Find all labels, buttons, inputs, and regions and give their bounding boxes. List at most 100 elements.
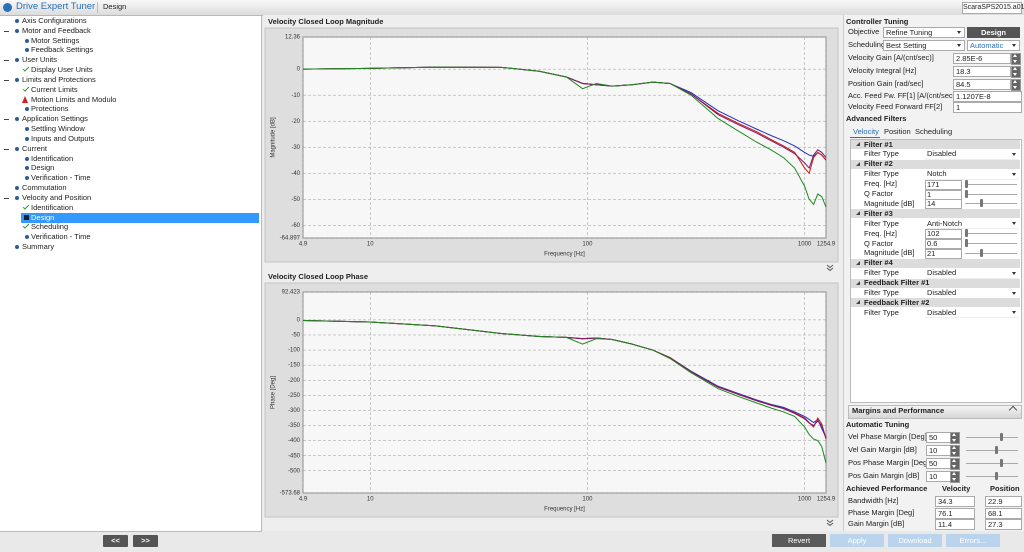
field-label: Filter Type (864, 307, 899, 317)
slider-thumb[interactable] (980, 199, 983, 208)
value-input[interactable]: 0.6 (925, 239, 962, 249)
scheduling-select[interactable]: Best Setting (883, 40, 965, 51)
text-input[interactable]: 84.5 (953, 79, 1011, 90)
text-input[interactable]: 18.3 (953, 66, 1011, 77)
select[interactable]: Notch (927, 169, 947, 179)
slider-thumb[interactable] (965, 189, 968, 198)
x-tick-label: 4.9 (299, 242, 308, 248)
value-input[interactable]: 10 (926, 445, 951, 456)
field-label: Position Gain [rad/sec] (848, 79, 924, 88)
tree-item[interactable]: Current (22, 143, 48, 153)
tree-item[interactable]: Inputs and Outputs (31, 133, 95, 143)
tree-item[interactable]: Display User Units (31, 65, 93, 75)
tree-item[interactable]: Settling Window (31, 124, 85, 134)
value-input[interactable]: 50 (926, 458, 951, 469)
spinner (950, 458, 960, 470)
group-header-bg (851, 159, 1020, 169)
tree-item[interactable]: Motor Settings (31, 35, 80, 45)
tree-item[interactable]: Verification - Time (31, 173, 91, 183)
slider-thumb[interactable] (1000, 433, 1003, 441)
objective-select[interactable]: Refine Tuning (883, 27, 965, 38)
value-input[interactable]: 171 (925, 179, 962, 190)
value-input[interactable]: 1 (925, 189, 962, 200)
arrow-icon (951, 459, 956, 462)
tab[interactable]: Scheduling (915, 127, 953, 136)
group-icon (856, 161, 860, 166)
tree-item[interactable]: Verification - Time (31, 232, 91, 242)
tree-item[interactable]: Design (31, 212, 55, 222)
x-tick-label: 4.9 (299, 497, 308, 503)
tree-item[interactable]: Limits and Protections (22, 74, 96, 84)
arrow-icon (1012, 73, 1017, 76)
select-bg (925, 219, 1019, 230)
text-input[interactable]: 2.85E-6 (953, 53, 1011, 64)
slider-track (965, 193, 1017, 195)
field-label: Filter Type (864, 218, 899, 228)
tab-underline (850, 137, 880, 138)
select[interactable]: Disabled (927, 268, 957, 278)
slider-thumb[interactable] (1000, 459, 1003, 467)
slider-thumb[interactable] (980, 248, 983, 257)
slider-track (965, 243, 1017, 244)
x-tick-label: 1000 (798, 497, 812, 503)
tree-bullet (25, 107, 29, 112)
nav-button[interactable]: << (103, 535, 128, 547)
value-input[interactable]: 50 (926, 432, 951, 443)
slider-thumb[interactable] (995, 446, 998, 454)
tree-bullet (15, 186, 19, 191)
spinner (1011, 79, 1021, 91)
tree-item[interactable]: Motion Limits and Modulo (31, 94, 117, 104)
y-tick-label: -60 (291, 223, 300, 229)
select-bg (925, 288, 1019, 299)
select[interactable]: Anti-Notch (927, 218, 963, 228)
tree-item[interactable]: Current Limits (31, 84, 78, 94)
value-output: 22.9 (985, 496, 1022, 507)
tab[interactable]: Velocity (853, 127, 879, 136)
field-label: Filter Type (864, 268, 899, 278)
tree-item[interactable]: Identification (31, 202, 74, 212)
tree-item[interactable]: Identification (31, 153, 74, 163)
scheduling-mode-select[interactable]: Automatic (967, 40, 1020, 51)
tree-item[interactable]: Axis Configurations (22, 16, 87, 25)
tab[interactable]: Position (884, 127, 911, 136)
y-tick-label: -50 (291, 333, 300, 339)
field-label: Velocity Integral [Hz] (848, 66, 917, 75)
nav-button[interactable]: >> (133, 535, 158, 547)
action-button[interactable]: Revert (772, 534, 826, 547)
slider-track (965, 252, 1017, 254)
arrow-icon (951, 439, 956, 442)
group-icon (856, 142, 860, 146)
select[interactable]: Disabled (927, 307, 957, 317)
tree-item[interactable]: Protections (31, 104, 69, 114)
design-button[interactable]: Design (967, 27, 1020, 38)
tree-item[interactable]: Application Settings (22, 114, 88, 124)
select[interactable]: Disabled (927, 288, 957, 297)
column-header: Velocity (942, 484, 971, 493)
tree-item[interactable]: Scheduling (31, 222, 69, 232)
tree-selection (21, 212, 259, 223)
slider-thumb[interactable] (995, 472, 998, 480)
tree-item[interactable]: Commutation (22, 183, 67, 193)
tree-item[interactable]: Design (31, 163, 55, 173)
y-tick-label: -200 (288, 378, 301, 384)
field-label: Freq. [Hz] (864, 228, 897, 238)
tree-item[interactable]: Summary (22, 242, 55, 252)
text-input[interactable]: 1 (953, 102, 1022, 113)
value-input[interactable]: 21 (925, 248, 962, 259)
value-input[interactable]: 14 (925, 199, 962, 210)
value-input[interactable]: 102 (925, 229, 962, 240)
slider-thumb[interactable] (965, 239, 968, 247)
tree-item[interactable]: Feedback Settings (31, 45, 94, 55)
text-input[interactable]: 1.1207E-8 (953, 91, 1022, 102)
tree-item[interactable]: Velocity and Position (22, 192, 92, 202)
value-input[interactable]: 10 (926, 471, 951, 482)
slider-thumb[interactable] (965, 179, 968, 188)
select[interactable]: Disabled (927, 149, 957, 159)
tree-item[interactable]: Motor and Feedback (22, 25, 91, 35)
slider-thumb[interactable] (965, 229, 968, 238)
x-tick-label: 1254.9 (817, 242, 836, 248)
tree-expander (4, 148, 9, 150)
field-label: Q Factor (864, 238, 894, 248)
tree-item[interactable]: User Units (22, 55, 58, 65)
chart-title: Velocity Closed Loop Magnitude (268, 17, 383, 26)
